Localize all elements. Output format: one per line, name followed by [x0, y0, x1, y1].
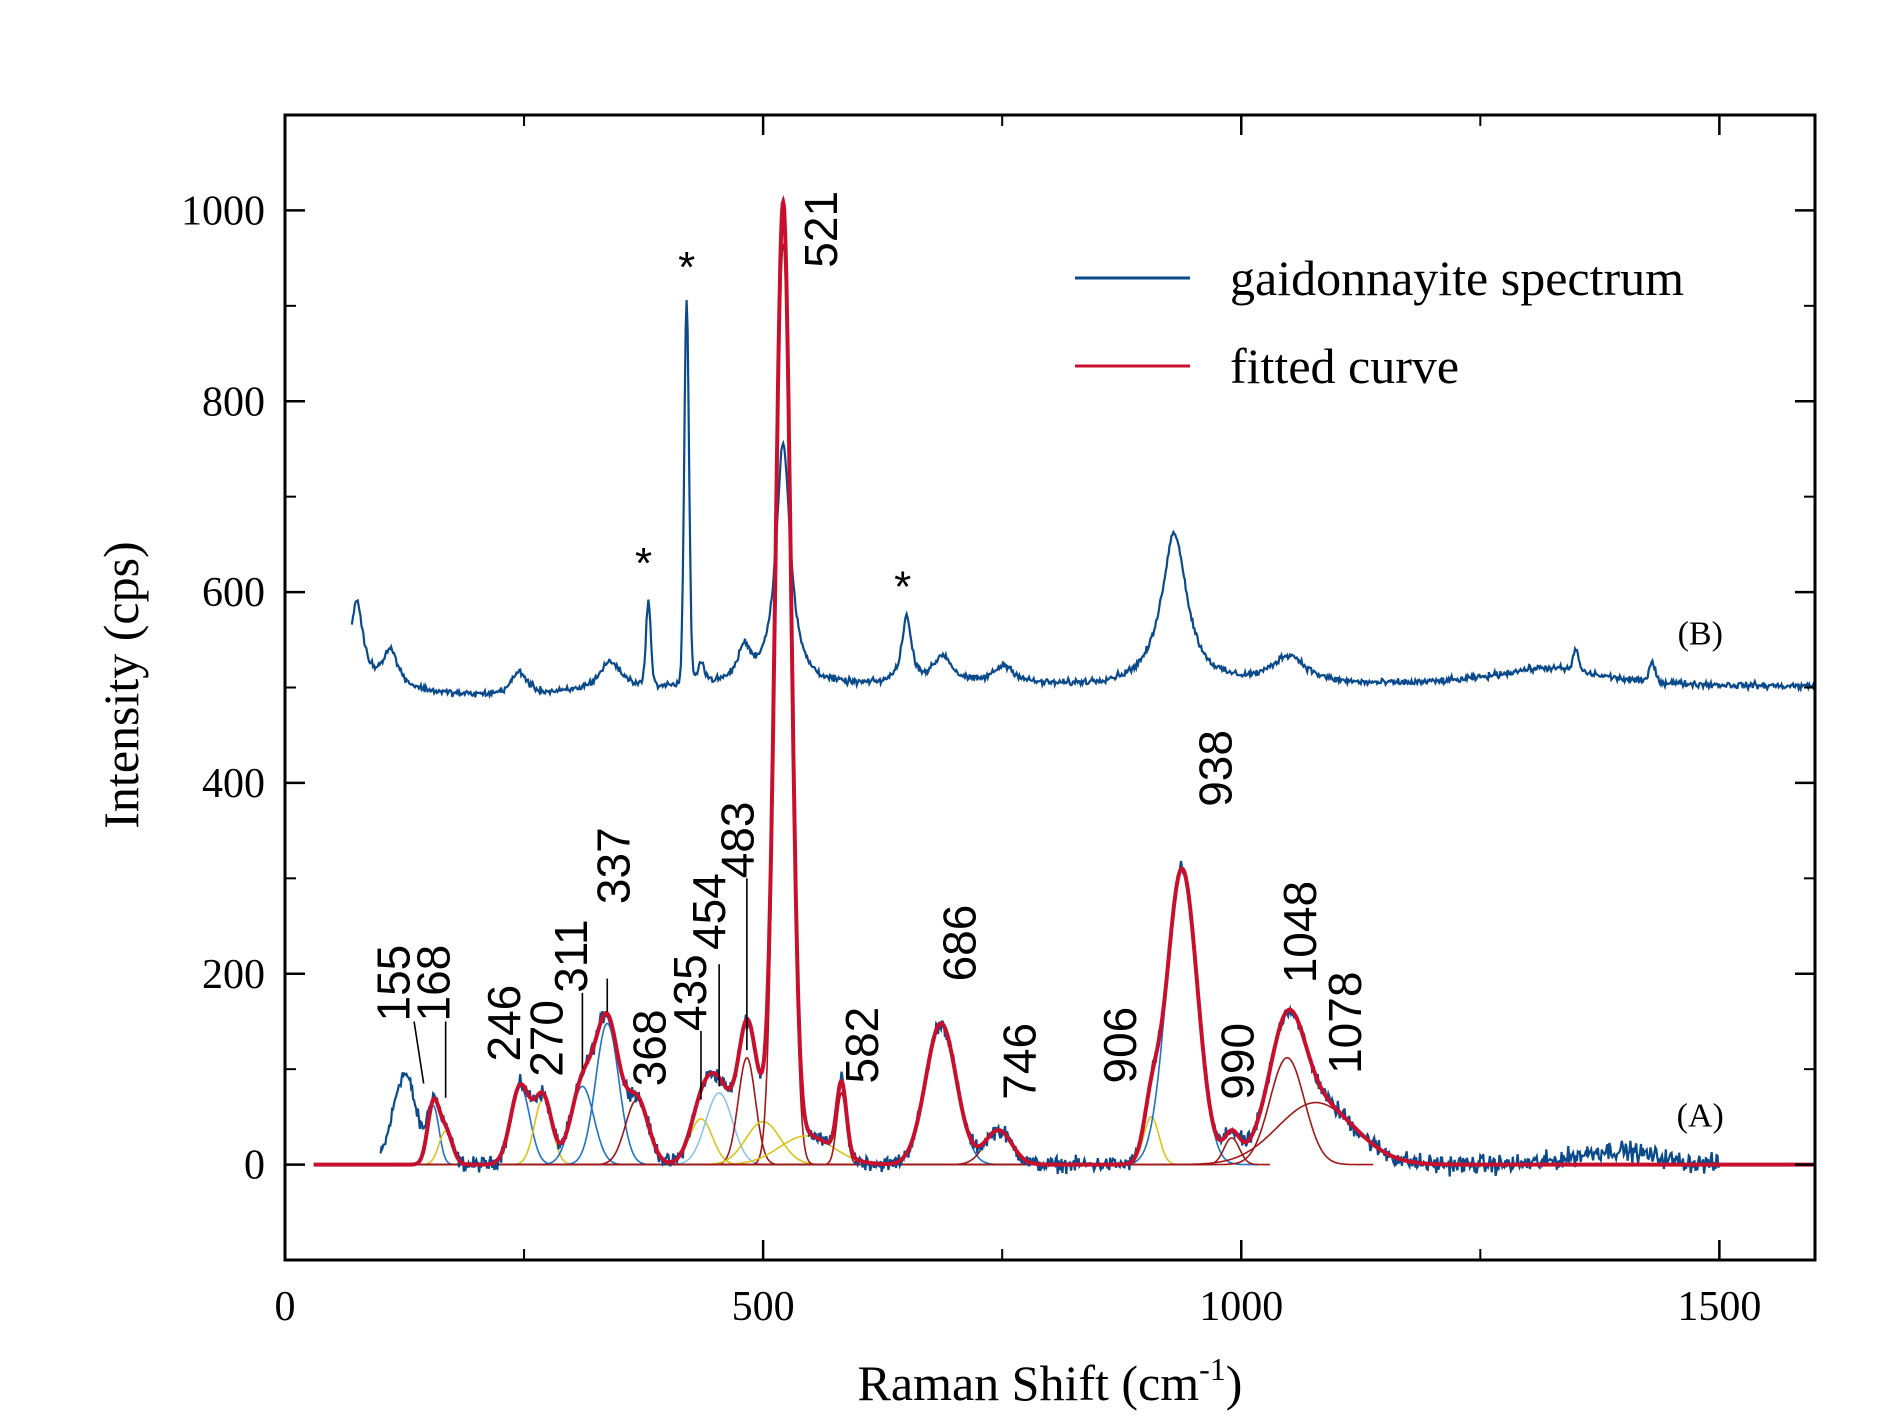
peak-label-454: 454: [683, 873, 735, 950]
peak-label-155: 155: [367, 945, 419, 1022]
peak-label-246: 246: [478, 985, 530, 1062]
peak-label-746: 746: [994, 1023, 1046, 1100]
trace-label-A: (A): [1677, 1097, 1724, 1134]
peak-label-1078: 1078: [1319, 972, 1371, 1074]
legend: gaidonnayite spectrum fitted curve: [1075, 250, 1684, 394]
trace-labels: (A) (B): [1677, 616, 1724, 1135]
component-peak-1048: [313, 1056, 1374, 1166]
asterisk-markers: * * *: [635, 243, 911, 612]
y-tick-label-1000: 1000: [181, 188, 265, 234]
asterisk-0: *: [635, 539, 652, 588]
x-axis-ticks: 0 500 1000 1500: [275, 115, 1761, 1330]
y-axis-title: Intensity (cps): [93, 541, 149, 828]
legend-label-fit: fitted curve: [1230, 338, 1459, 394]
peak-leader-lines: [413, 878, 748, 1100]
peak-label-990: 990: [1212, 1023, 1264, 1100]
x-tick-label-1000: 1000: [1199, 1284, 1283, 1330]
peak-label-435: 435: [664, 954, 716, 1031]
y-tick-label-800: 800: [202, 379, 265, 425]
peak-label-337: 337: [587, 827, 639, 904]
y-axis-ticks: 0 200 400 600 800 1000: [181, 188, 1815, 1189]
asterisk-2: *: [894, 563, 911, 612]
peak-label-168: 168: [408, 945, 460, 1022]
x-tick-label-0: 0: [275, 1284, 296, 1330]
fitted-curve-line: [313, 195, 1815, 1167]
component-peak-521: [313, 243, 822, 1166]
peak-label-311: 311: [545, 919, 597, 992]
peak-label-906: 906: [1094, 1007, 1146, 1084]
peak-label-1048: 1048: [1274, 881, 1326, 983]
peak-label-938: 938: [1190, 730, 1242, 807]
peak-label-368: 368: [624, 1010, 676, 1087]
spectrum-b-line: [350, 300, 1815, 700]
asterisk-1: *: [678, 243, 695, 292]
x-tick-label-500: 500: [732, 1284, 795, 1330]
peak-label-582: 582: [836, 1007, 888, 1084]
y-tick-label-400: 400: [202, 761, 265, 807]
peak-label-483: 483: [712, 802, 764, 879]
y-tick-label-0: 0: [244, 1143, 265, 1189]
y-tick-label-600: 600: [202, 570, 265, 616]
trace-label-B: (B): [1678, 616, 1723, 653]
legend-label-spectrum: gaidonnayite spectrum: [1230, 250, 1684, 306]
peak-label-686: 686: [933, 905, 985, 982]
y-tick-label-200: 200: [202, 952, 265, 998]
peak-label-270: 270: [520, 1000, 572, 1077]
x-tick-label-1500: 1500: [1677, 1284, 1761, 1330]
leader-155: [413, 1021, 425, 1084]
peak-label-521: 521: [795, 191, 847, 268]
x-axis-title: Raman Shift (cm-1): [858, 1351, 1243, 1411]
